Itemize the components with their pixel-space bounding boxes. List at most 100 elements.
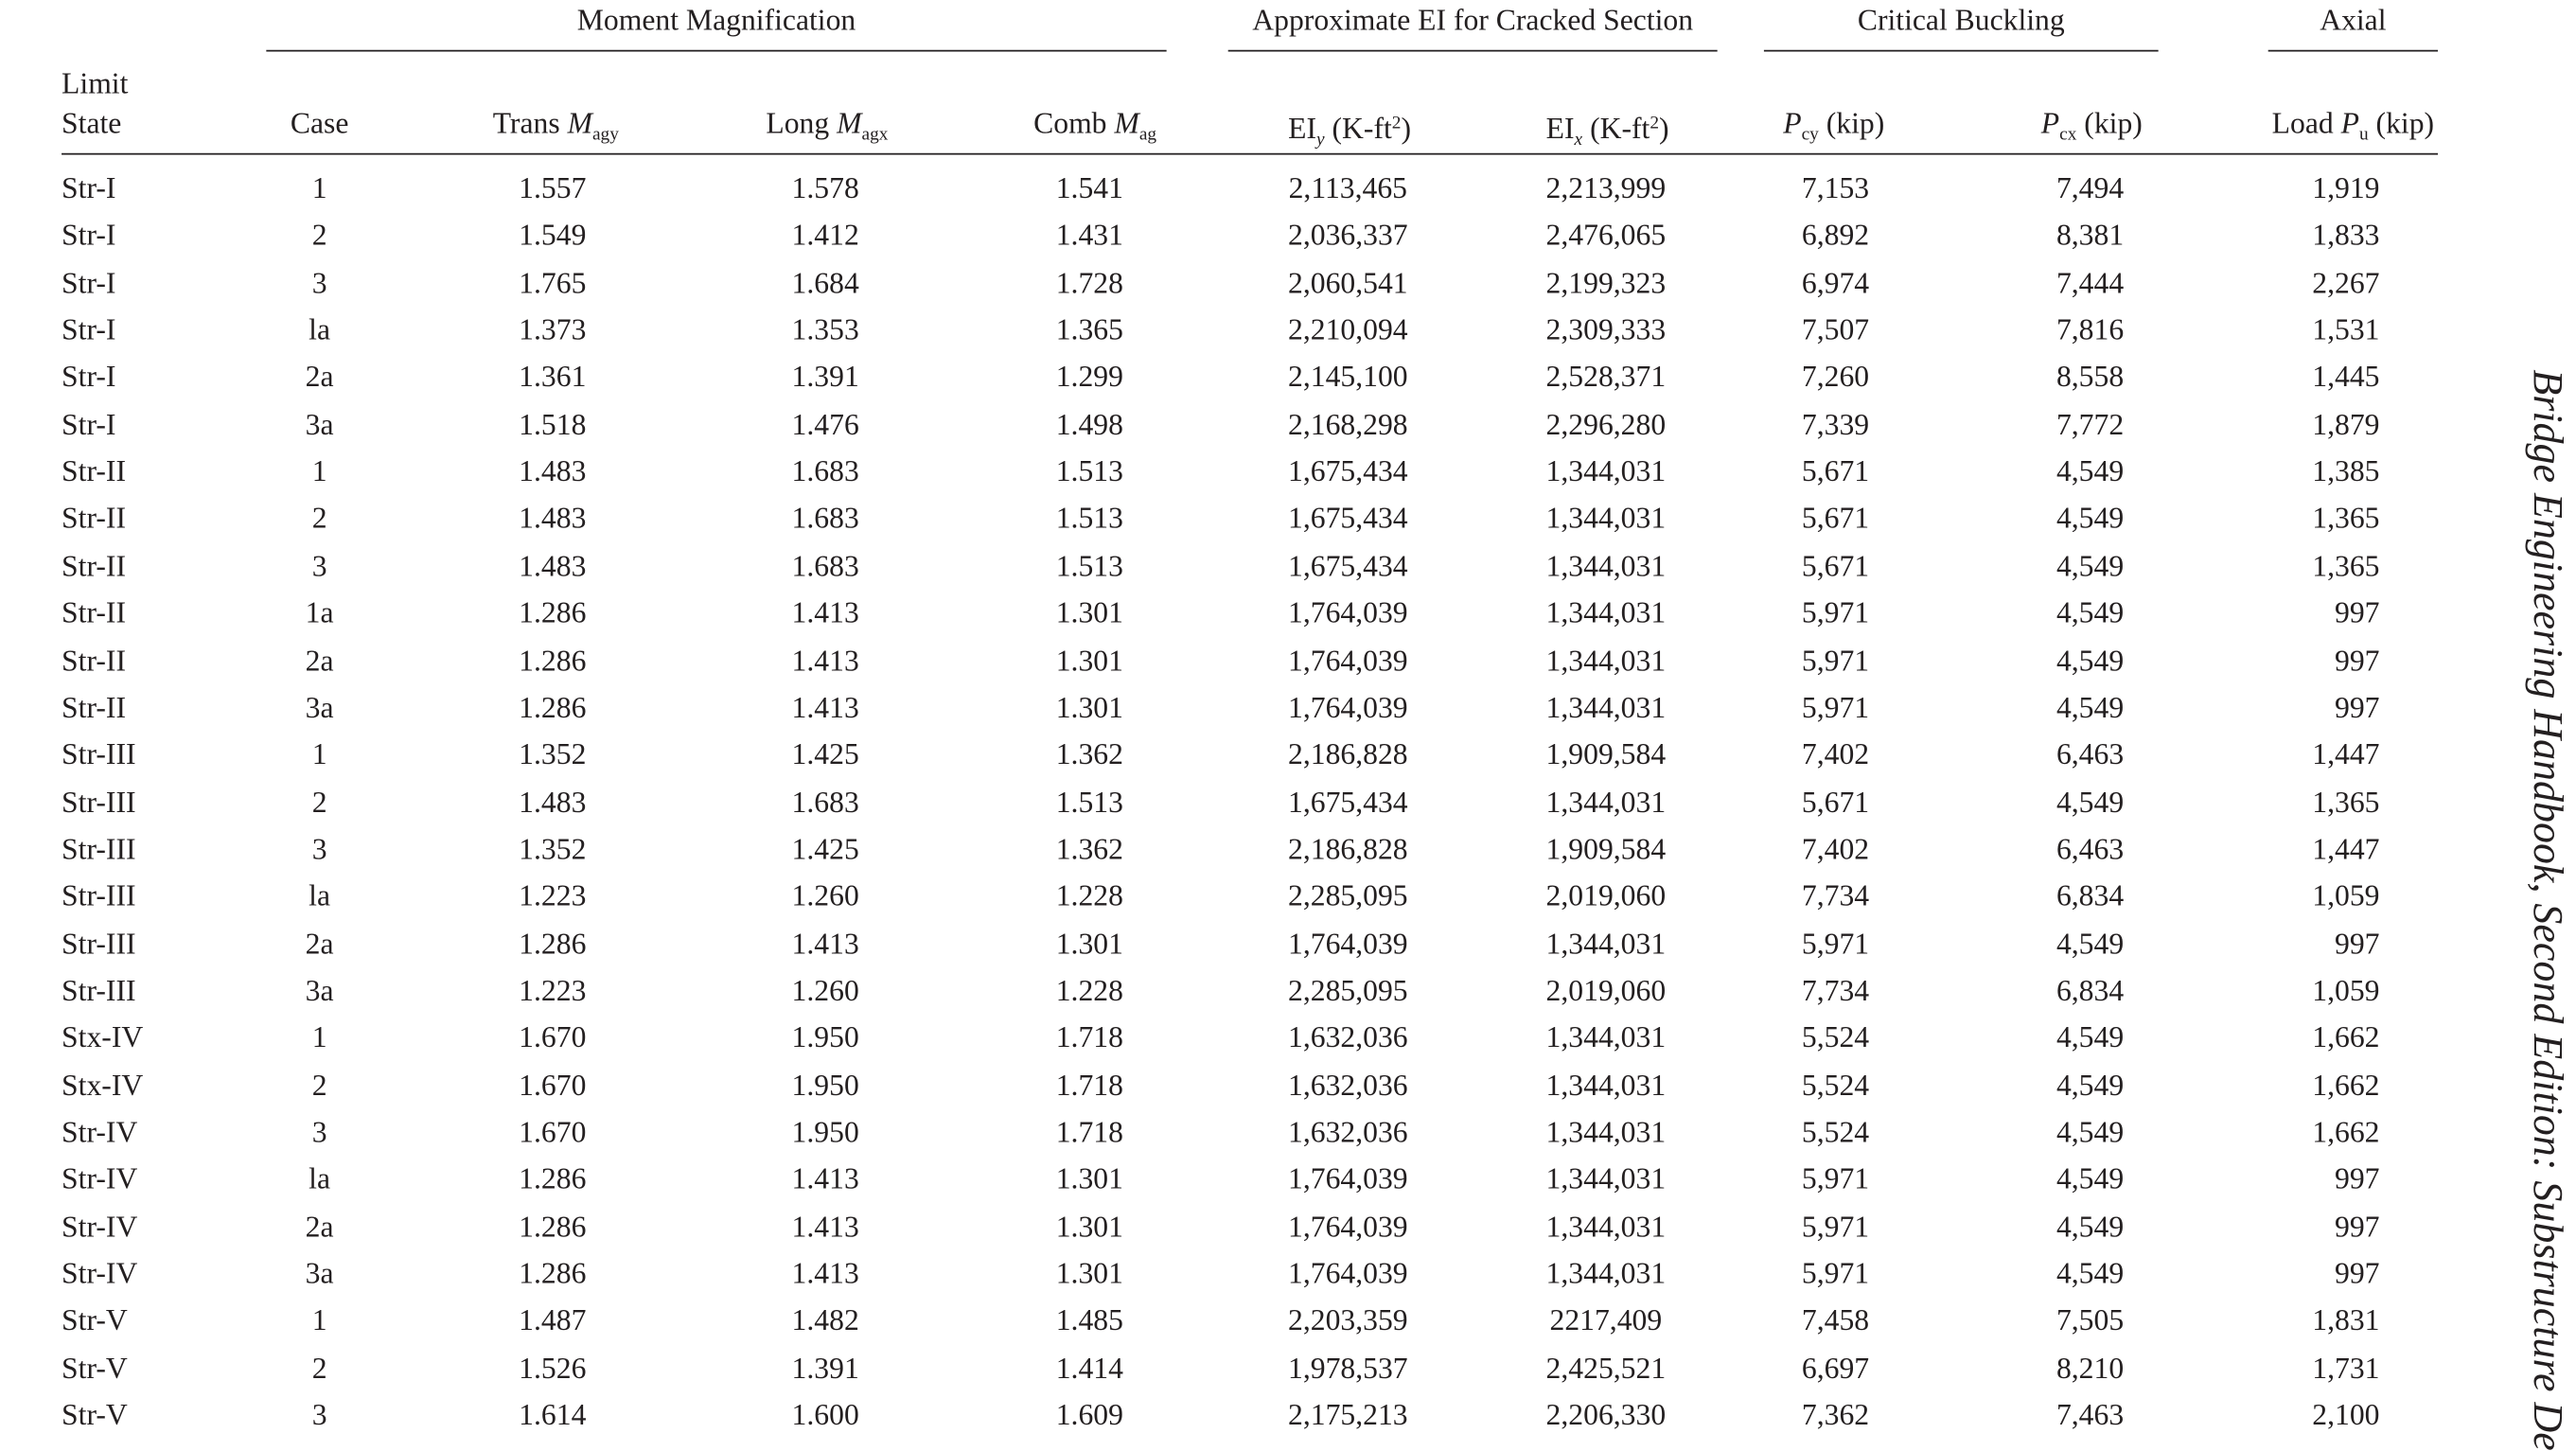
table-cell: 2,285,095 <box>1288 973 1408 1007</box>
table-cell: 1.286 <box>519 1256 587 1290</box>
table-cell: 997 <box>2335 1256 2380 1290</box>
table-cell: 1,344,031 <box>1545 1256 1667 1290</box>
table-cell: 1,919 <box>2312 171 2380 205</box>
table-cell: 1.362 <box>1055 832 1123 866</box>
table-cell: 1,344,031 <box>1545 1161 1667 1196</box>
table-cell: 7,153 <box>1801 171 1870 205</box>
table-cell: 1.228 <box>1055 878 1123 913</box>
table-cell: 1.414 <box>1055 1351 1123 1385</box>
table-cell: 6,834 <box>2056 878 2125 913</box>
table-cell: 1.301 <box>1055 1209 1123 1243</box>
table-cell: 1,675,434 <box>1288 454 1408 488</box>
table-cell: Str-I <box>62 360 116 394</box>
table-cell: 2,186,828 <box>1288 737 1408 771</box>
table-cell: 1,909,584 <box>1545 832 1667 866</box>
table-cell: 1,632,036 <box>1288 1068 1408 1102</box>
table-cell: 1 <box>311 171 327 205</box>
table-cell: 1.483 <box>519 548 587 583</box>
table-cell: 1,344,031 <box>1545 548 1667 583</box>
table-cell: 3 <box>311 1115 327 1149</box>
side-title: Bridge Engineering Handbook, Second Edit… <box>2524 369 2569 1451</box>
table-cell: 1.425 <box>791 737 859 771</box>
table-cell: 2,476,065 <box>1545 218 1667 253</box>
header-text: P <box>2040 106 2060 140</box>
table-cell: Str-II <box>62 548 127 583</box>
table-cell: 4,549 <box>2056 548 2125 583</box>
table-cell: 2,019,060 <box>1545 878 1667 913</box>
table-cell: 1.549 <box>519 218 587 253</box>
table-cell: Str-III <box>62 785 136 819</box>
table-cell: 1,632,036 <box>1288 1020 1408 1054</box>
table-cell: 2,019,060 <box>1545 973 1667 1007</box>
table-cell: 1,344,031 <box>1545 1209 1667 1243</box>
header-text: ) <box>1659 111 1669 145</box>
table-cell: 4,549 <box>2056 643 2125 677</box>
table-cell: 2,036,337 <box>1288 218 1408 253</box>
table-cell: 1.485 <box>1055 1303 1123 1337</box>
table-cell: 1.513 <box>1055 502 1123 536</box>
column-header: Limit State <box>62 63 128 143</box>
table-cell: 1.670 <box>519 1068 587 1102</box>
table-cell: 2,175,213 <box>1288 1398 1408 1432</box>
table-cell: 1,632,036 <box>1288 1115 1408 1149</box>
table-cell: 3 <box>311 548 327 583</box>
table-cell: 1.286 <box>519 926 587 960</box>
table-cell: 2,213,999 <box>1545 171 1667 205</box>
table-cell: 4,549 <box>2056 690 2125 724</box>
group-rule <box>1763 49 2159 52</box>
table-cell: 1.541 <box>1055 171 1123 205</box>
table-cell: 1,365 <box>2312 502 2380 536</box>
table-cell: 2a <box>305 643 334 677</box>
table-cell: 997 <box>2335 690 2380 724</box>
table-cell: 1.718 <box>1055 1115 1123 1149</box>
table-cell: 1.286 <box>519 595 587 629</box>
table-cell: 2 <box>311 1351 327 1385</box>
table-cell: 1.557 <box>519 171 587 205</box>
table-cell: 1.301 <box>1055 595 1123 629</box>
table-cell: Str-II <box>62 643 127 677</box>
table-cell: 1,764,039 <box>1288 1256 1408 1290</box>
table-cell: 6,892 <box>1801 218 1870 253</box>
table-cell: 2,206,330 <box>1545 1398 1667 1432</box>
table-cell: Str-II <box>62 502 127 536</box>
table-cell: 1.718 <box>1055 1020 1123 1054</box>
table-cell: 7,772 <box>2056 407 2125 441</box>
header-text: M <box>837 106 862 140</box>
table-cell: 1.683 <box>791 454 859 488</box>
table-cell: 1.352 <box>519 832 587 866</box>
table-cell: Str-V <box>62 1398 128 1432</box>
table-cell: 1,344,031 <box>1545 454 1667 488</box>
table-cell: 1,662 <box>2312 1115 2380 1149</box>
table-cell: 1.260 <box>791 878 859 913</box>
table-cell: 6,697 <box>1801 1351 1870 1385</box>
table-cell: 1.286 <box>519 1209 587 1243</box>
table-cell: 1.365 <box>1055 312 1123 346</box>
header-text: cy <box>1801 124 1819 145</box>
header-text: agx <box>861 124 889 145</box>
table-cell: 7,402 <box>1801 737 1870 771</box>
table-cell: 1,675,434 <box>1288 785 1408 819</box>
table-cell: 2,296,280 <box>1545 407 1667 441</box>
table-cell: 1.728 <box>1055 265 1123 299</box>
table-cell: 2217,409 <box>1549 1303 1663 1337</box>
table-cell: Str-III <box>62 832 136 866</box>
table-cell: 5,524 <box>1801 1115 1870 1149</box>
header-text: Trans <box>492 106 568 140</box>
table-cell: 4,549 <box>2056 1068 2125 1102</box>
group-rule <box>1227 49 1718 52</box>
table-cell: 1.483 <box>519 785 587 819</box>
table-cell: 1.425 <box>791 832 859 866</box>
group-rule <box>2267 49 2439 52</box>
table-cell: 4,549 <box>2056 1256 2125 1290</box>
table-cell: 1.683 <box>791 785 859 819</box>
table-cell: 3a <box>305 1256 334 1290</box>
table-cell: 1,344,031 <box>1545 595 1667 629</box>
table-cell: 5,671 <box>1801 454 1870 488</box>
header-text: 2 <box>1650 113 1660 133</box>
table-cell: 1.684 <box>791 265 859 299</box>
table-cell: 1.223 <box>519 973 587 1007</box>
table-cell: 1.228 <box>1055 973 1123 1007</box>
table-cell: 1,344,031 <box>1545 1020 1667 1054</box>
table-cell: 5,671 <box>1801 502 1870 536</box>
table-cell: 1.361 <box>519 360 587 394</box>
